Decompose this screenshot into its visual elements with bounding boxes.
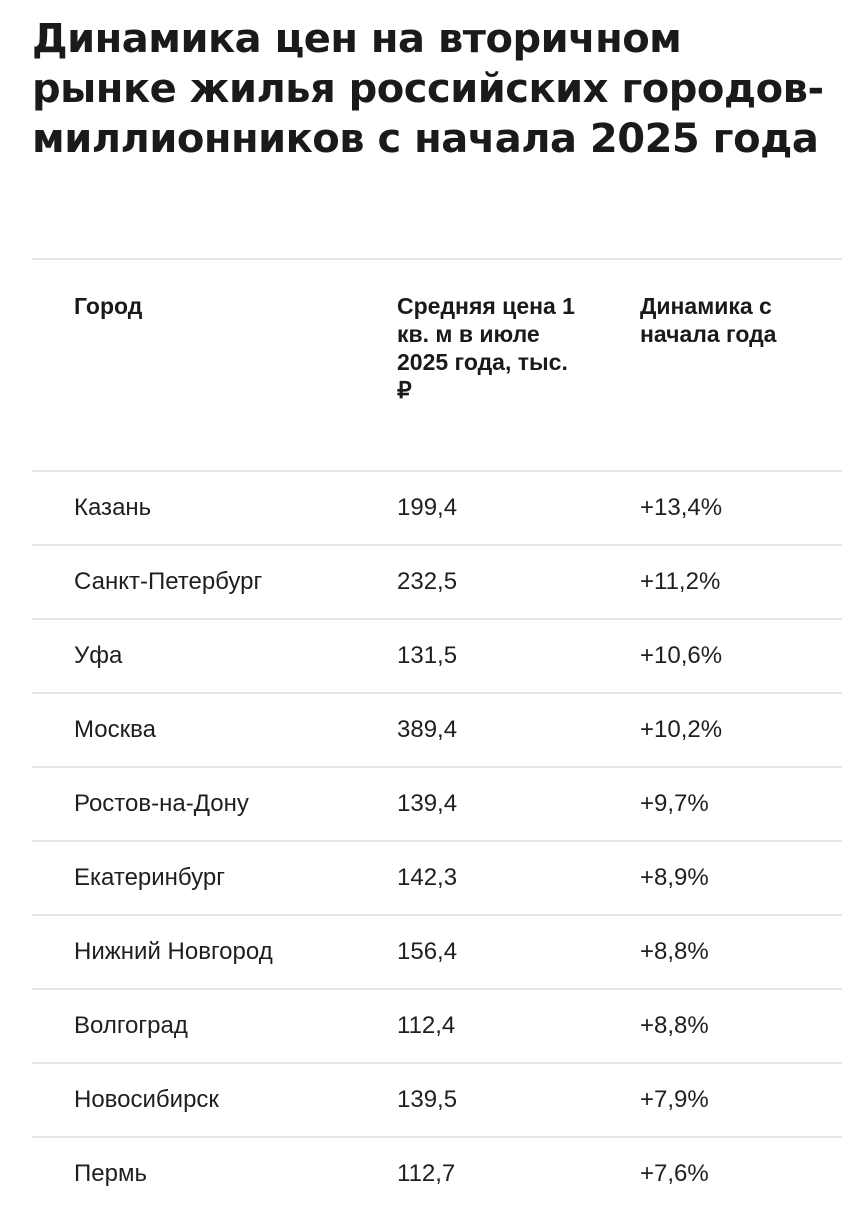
change-cell: +13,4% [640, 494, 723, 521]
price-cell: 112,4 [397, 1012, 456, 1039]
table-row: Волгоград 112,4 +8,8% [32, 990, 842, 1064]
city-cell: Новосибирск [74, 1086, 219, 1113]
price-table: Город Средняя цена 1 кв. м в июле 2025 г… [32, 258, 842, 1210]
city-cell: Пермь [74, 1160, 147, 1187]
price-cell: 139,4 [397, 790, 458, 817]
table-row: Уфа 131,5 +10,6% [32, 620, 842, 694]
header-city: Город [74, 293, 143, 319]
change-cell: +8,8% [640, 938, 709, 965]
change-cell: +11,2% [640, 568, 721, 595]
city-cell: Казань [74, 494, 152, 521]
city-cell: Ростов-на-Дону [74, 790, 249, 817]
change-cell: +9,7% [640, 790, 709, 817]
change-cell: +7,6% [640, 1160, 709, 1187]
city-cell: Нижний Новгород [74, 938, 273, 965]
table-header: Город Средняя цена 1 кв. м в июле 2025 г… [32, 260, 842, 472]
price-cell: 139,5 [397, 1086, 458, 1113]
header-price: Средняя цена 1 кв. м в июле 2025 года, т… [397, 293, 575, 403]
city-cell: Москва [74, 716, 156, 743]
price-cell: 232,5 [397, 568, 458, 595]
table-row: Ростов-на-Дону 139,4 +9,7% [32, 768, 842, 842]
table-row: Москва 389,4 +10,2% [32, 694, 842, 768]
table-row: Казань 199,4 +13,4% [32, 472, 842, 546]
page-title: Динамика цен на вторичном рынке жилья ро… [32, 16, 824, 162]
table-row: Нижний Новгород 156,4 +8,8% [32, 916, 842, 990]
table-row: Пермь 112,7 +7,6% [32, 1138, 842, 1210]
change-cell: +10,2% [640, 716, 723, 743]
table-row: Екатеринбург 142,3 +8,9% [32, 842, 842, 916]
price-cell: 131,5 [397, 642, 458, 669]
change-cell: +8,9% [640, 864, 709, 891]
city-cell: Санкт-Петербург [74, 568, 263, 595]
city-cell: Екатеринбург [74, 864, 225, 891]
price-cell: 199,4 [397, 494, 458, 521]
change-cell: +10,6% [640, 642, 723, 669]
header-change: Динамика с начала года [640, 293, 777, 347]
price-cell: 389,4 [397, 716, 458, 743]
price-cell: 112,7 [397, 1160, 456, 1187]
city-cell: Волгоград [74, 1012, 188, 1039]
city-cell: Уфа [74, 642, 123, 669]
change-cell: +8,8% [640, 1012, 709, 1039]
price-cell: 156,4 [397, 938, 458, 965]
change-cell: +7,9% [640, 1086, 709, 1113]
table-row: Санкт-Петербург 232,5 +11,2% [32, 546, 842, 620]
price-cell: 142,3 [397, 864, 458, 891]
table-row: Новосибирск 139,5 +7,9% [32, 1064, 842, 1138]
